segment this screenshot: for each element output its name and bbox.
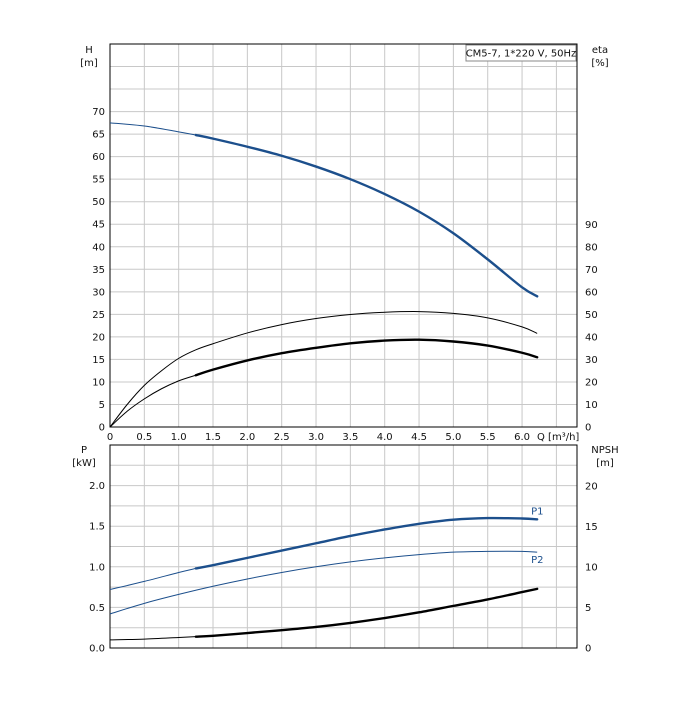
y2-tick-label: 0	[585, 423, 591, 434]
y2-tick-label: 80	[585, 243, 598, 254]
y2-tick-label: 0	[585, 644, 591, 655]
model-label: CM5-7, 1*220 V, 50Hz	[466, 49, 577, 60]
y-tick-label: 0.0	[89, 644, 105, 655]
y2-tick-label: 10	[585, 400, 598, 411]
y-tick-label: 35	[92, 265, 105, 276]
x-tick-label: 4.5	[411, 432, 427, 443]
y2-tick-label: 10	[585, 563, 598, 574]
x-tick-label: 6.0	[514, 432, 530, 443]
y-tick-label: 20	[92, 332, 105, 343]
x-tick-label: 2.0	[239, 432, 255, 443]
y-tick-label: 70	[92, 107, 105, 118]
npsh-curve-thin	[109, 636, 196, 641]
y-tick-label: 50	[92, 197, 105, 208]
x-tick-label: 0.5	[136, 432, 152, 443]
x-tick-label: 3.0	[308, 432, 324, 443]
p1-curve	[194, 516, 539, 570]
y-tick-label: 0.5	[89, 603, 105, 614]
eta_pump-curve-thin	[109, 311, 538, 428]
x-tick-label: 0	[107, 432, 113, 443]
y2-tick-label: 15	[585, 522, 598, 533]
p1-curve-thin	[109, 567, 196, 591]
y-tick-label: 45	[92, 220, 105, 231]
y2-tick-label: 40	[585, 333, 598, 344]
npsh-curve	[194, 587, 539, 638]
y-tick-label: 25	[92, 310, 105, 321]
top-plot-frame	[109, 43, 578, 428]
head-curve-thin	[109, 122, 196, 136]
y-tick-label: 55	[92, 175, 105, 186]
y2-tick-label: 50	[585, 310, 598, 321]
y-tick-label: 2.0	[89, 481, 105, 492]
y-tick-label: 65	[92, 130, 105, 141]
y-tick-label: 1.5	[89, 522, 105, 533]
y2-axis-label: NPSH	[591, 445, 618, 456]
head-curve	[194, 133, 539, 298]
y-tick-label: 15	[92, 355, 105, 366]
x-tick-label: 4.0	[377, 432, 393, 443]
x-tick-label: 3.5	[342, 432, 358, 443]
y-tick-label: 30	[92, 287, 105, 298]
y2-axis-unit: [m]	[596, 458, 614, 469]
y2-axis-label: eta	[592, 45, 608, 56]
x-tick-label: 1.0	[171, 432, 187, 443]
y-tick-label: 1.0	[89, 562, 105, 573]
y-axis-label: P	[81, 445, 87, 456]
p2-curve-thin	[109, 550, 538, 615]
eta_total-curve	[194, 338, 539, 377]
y-axis-unit: [kW]	[72, 458, 96, 469]
model-label-box	[465, 44, 577, 62]
y-tick-label: 10	[92, 377, 105, 388]
series-label-p1: P1	[531, 506, 543, 517]
y-axis-unit: [m]	[80, 58, 98, 69]
y-tick-label: 0	[99, 423, 105, 434]
x-tick-label: 1.5	[205, 432, 221, 443]
series-label-p2: P2	[531, 555, 543, 566]
x-tick-label: 2.5	[274, 432, 290, 443]
y2-tick-label: 20	[585, 482, 598, 493]
y2-tick-label: 70	[585, 265, 598, 276]
y2-tick-label: 30	[585, 355, 598, 366]
y2-tick-label: 20	[585, 378, 598, 389]
eta_total-curve-thin	[109, 374, 197, 428]
y-tick-label: 5	[99, 400, 105, 411]
bottom-plot-frame	[109, 444, 578, 649]
y-tick-label: 40	[92, 242, 105, 253]
x-axis-label: Q [m³/h]	[537, 432, 579, 443]
y2-axis-unit: [%]	[591, 58, 608, 69]
y2-tick-label: 60	[585, 288, 598, 299]
x-tick-label: 5.0	[445, 432, 461, 443]
y-axis-label: H	[85, 45, 93, 56]
y2-tick-label: 90	[585, 220, 598, 231]
x-tick-label: 5.5	[480, 432, 496, 443]
y-tick-label: 60	[92, 152, 105, 163]
y2-tick-label: 5	[585, 603, 591, 614]
